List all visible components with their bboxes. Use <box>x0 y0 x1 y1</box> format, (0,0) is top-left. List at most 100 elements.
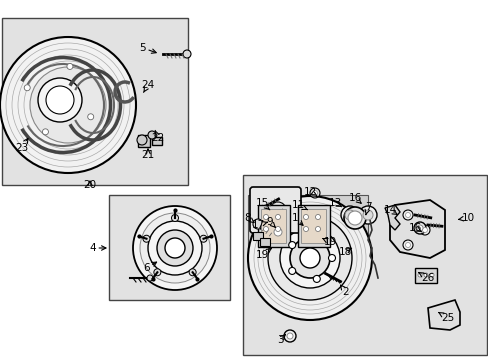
Circle shape <box>269 202 285 218</box>
Circle shape <box>142 235 150 242</box>
Circle shape <box>315 226 320 231</box>
Text: 5: 5 <box>140 43 156 53</box>
Bar <box>301 209 325 243</box>
Circle shape <box>413 222 425 234</box>
Circle shape <box>252 219 263 229</box>
Bar <box>362 210 372 222</box>
Circle shape <box>269 216 282 228</box>
Circle shape <box>423 273 427 277</box>
Text: 11: 11 <box>291 200 306 210</box>
Text: 2: 2 <box>340 285 348 297</box>
Circle shape <box>315 215 320 220</box>
Text: 9: 9 <box>266 217 275 228</box>
Circle shape <box>164 238 184 258</box>
Circle shape <box>67 63 73 69</box>
Circle shape <box>273 228 282 236</box>
Circle shape <box>267 216 351 300</box>
Text: 18: 18 <box>338 247 351 257</box>
Circle shape <box>405 212 409 217</box>
Circle shape <box>328 255 335 261</box>
Bar <box>297 205 329 247</box>
Text: 25: 25 <box>438 312 454 323</box>
Bar <box>345 210 354 222</box>
Bar <box>258 205 289 247</box>
Circle shape <box>171 215 178 221</box>
Bar <box>247 195 367 260</box>
Circle shape <box>284 330 295 342</box>
Circle shape <box>270 225 285 239</box>
Circle shape <box>429 273 433 277</box>
Circle shape <box>263 215 268 220</box>
Bar <box>252 232 263 240</box>
FancyBboxPatch shape <box>249 187 301 233</box>
Text: 10: 10 <box>458 213 473 223</box>
Circle shape <box>313 234 320 240</box>
Bar <box>261 209 285 243</box>
Bar <box>152 137 162 145</box>
Circle shape <box>402 240 412 250</box>
Circle shape <box>46 86 74 114</box>
Circle shape <box>288 242 295 248</box>
Circle shape <box>402 210 412 220</box>
Text: 19: 19 <box>322 237 336 247</box>
Circle shape <box>417 273 421 277</box>
Circle shape <box>343 207 365 229</box>
Circle shape <box>137 135 147 145</box>
Text: 7: 7 <box>364 202 370 215</box>
Circle shape <box>405 243 409 248</box>
Circle shape <box>303 215 308 220</box>
Circle shape <box>189 269 196 276</box>
Circle shape <box>275 226 280 231</box>
Circle shape <box>147 275 153 281</box>
Text: 24: 24 <box>141 80 154 93</box>
Text: 19: 19 <box>255 248 271 260</box>
Circle shape <box>200 235 206 242</box>
Circle shape <box>247 196 371 320</box>
Text: 23: 23 <box>15 139 29 153</box>
Circle shape <box>148 221 202 275</box>
Text: 8: 8 <box>244 213 253 223</box>
Circle shape <box>30 67 106 143</box>
Bar <box>260 238 269 246</box>
Bar <box>414 268 436 283</box>
Circle shape <box>157 230 193 266</box>
Polygon shape <box>384 205 399 230</box>
Text: 14: 14 <box>383 205 396 215</box>
Circle shape <box>133 206 217 290</box>
Circle shape <box>340 206 358 224</box>
Circle shape <box>87 114 94 120</box>
Circle shape <box>280 228 339 288</box>
Text: 17: 17 <box>251 220 267 230</box>
Circle shape <box>419 225 429 235</box>
Text: 1: 1 <box>291 213 303 225</box>
Circle shape <box>154 269 161 276</box>
Circle shape <box>263 226 268 231</box>
Circle shape <box>24 85 30 91</box>
Circle shape <box>358 206 376 224</box>
Bar <box>243 175 486 355</box>
Circle shape <box>416 225 422 231</box>
Text: 16: 16 <box>347 193 361 203</box>
Circle shape <box>0 37 136 173</box>
Circle shape <box>312 190 317 195</box>
Text: 21: 21 <box>141 149 154 160</box>
Circle shape <box>422 228 427 233</box>
Text: 22: 22 <box>151 130 164 143</box>
Polygon shape <box>389 200 444 258</box>
Bar <box>109 195 229 300</box>
Circle shape <box>38 78 82 122</box>
Text: 13: 13 <box>328 198 341 208</box>
Text: 15: 15 <box>255 198 269 210</box>
Circle shape <box>299 248 319 268</box>
Circle shape <box>140 213 209 283</box>
Text: 6: 6 <box>143 262 156 273</box>
Circle shape <box>303 226 308 231</box>
Circle shape <box>288 267 295 274</box>
Polygon shape <box>427 300 459 330</box>
Bar <box>138 135 150 147</box>
Circle shape <box>275 211 289 225</box>
Text: 20: 20 <box>83 180 96 190</box>
Text: 4: 4 <box>89 243 106 253</box>
Text: 16: 16 <box>407 223 421 233</box>
Circle shape <box>309 188 319 198</box>
